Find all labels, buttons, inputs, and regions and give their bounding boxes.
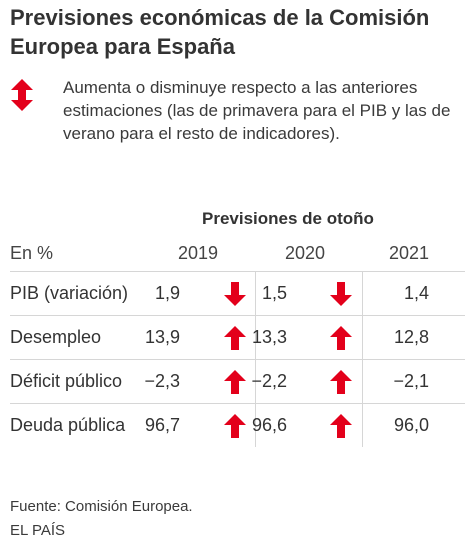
value-cell: 96,7 — [144, 415, 180, 435]
legend-text: Aumenta o disminuye respecto a las anter… — [63, 78, 451, 143]
value-cell: 96,0 — [393, 415, 429, 435]
arrow-up-icon — [224, 326, 246, 350]
row-divider — [10, 359, 465, 360]
group-header: Previsiones de otoño — [202, 209, 374, 228]
arrow-down-icon — [330, 282, 352, 306]
value-cell: 13,3 — [251, 327, 287, 347]
table-row: Déficit público −2,3 −2,2 −2,1 — [10, 359, 465, 403]
chart-title: Previsiones económicas de la Comisión Eu… — [10, 5, 430, 59]
table-header-row: En % 2019 2020 2021 — [10, 231, 465, 275]
table-row: Desempleo 13,9 13,3 12,8 — [10, 315, 465, 359]
table-row: PIB (variación) 1,9 1,5 1,4 — [10, 271, 465, 315]
arrow-up-icon — [224, 370, 246, 394]
unit-header: En % — [10, 243, 54, 263]
value-cell: 13,9 — [144, 327, 180, 347]
row-label: PIB (variación) — [10, 283, 129, 303]
arrow-up-icon — [330, 414, 352, 438]
column-header-2020: 2020 — [284, 243, 325, 263]
table-row: Deuda pública 96,7 96,6 96,0 — [10, 403, 465, 447]
row-label: Déficit público — [10, 371, 123, 391]
value-cell: −2,2 — [251, 371, 287, 391]
value-cell: 12,8 — [393, 327, 429, 347]
value-cell: −2,1 — [393, 371, 429, 391]
up-down-arrow-icon — [11, 79, 33, 111]
source-note: Fuente: Comisión Europea. — [10, 498, 193, 515]
value-cell: 1,5 — [261, 283, 287, 303]
value-cell: 96,6 — [251, 415, 287, 435]
arrow-down-icon — [224, 282, 246, 306]
arrow-up-icon — [330, 326, 352, 350]
brand-label: EL PAÍS — [10, 522, 66, 539]
column-header-2021: 2021 — [388, 243, 429, 263]
value-cell: 1,9 — [154, 283, 180, 303]
row-divider — [10, 315, 465, 316]
arrow-up-icon — [224, 414, 246, 438]
value-cell: −2,3 — [144, 371, 180, 391]
row-label: Deuda pública — [10, 415, 126, 435]
value-cell: 1,4 — [403, 283, 429, 303]
row-divider — [10, 271, 465, 272]
arrow-up-icon — [330, 370, 352, 394]
row-label: Desempleo — [10, 327, 102, 347]
column-header-2019: 2019 — [177, 243, 218, 263]
row-divider — [10, 403, 465, 404]
